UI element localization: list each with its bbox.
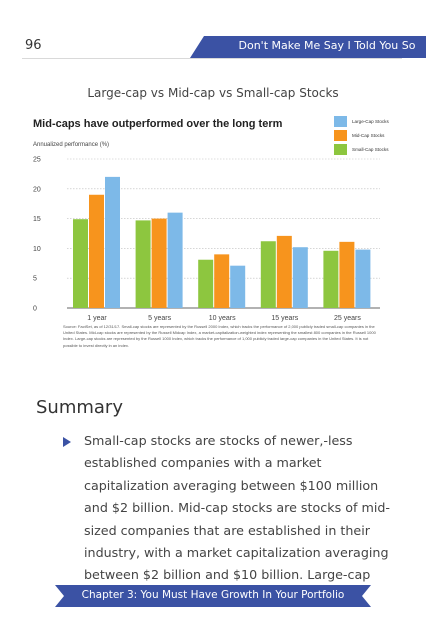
- chart-title: Mid-caps have outperformed over the long…: [33, 118, 283, 130]
- chart-y-axis-label: Annualized performance (%): [33, 142, 110, 148]
- book-title: Don't Make Me Say I Told You So: [238, 39, 416, 52]
- footer-right-notch: [362, 585, 371, 607]
- bar: [276, 235, 292, 308]
- chart-source-note: Source: FactSet, as of 12/31/17. Small-c…: [63, 324, 376, 348]
- bar: [260, 241, 276, 308]
- bar: [355, 249, 371, 308]
- bar: [151, 218, 167, 308]
- legend-swatch: [334, 116, 347, 127]
- summary-heading: Summary: [36, 397, 123, 418]
- bar: [73, 219, 88, 308]
- footer-chapter-title: Chapter 3: You Must Have Growth In Your …: [81, 589, 345, 601]
- legend-label: Small-Cap Stocks: [352, 147, 389, 152]
- footer-left-notch: [55, 585, 64, 607]
- y-tick-label: 0: [33, 306, 37, 313]
- bar: [135, 220, 151, 308]
- y-tick-label: 5: [33, 276, 37, 283]
- legend-swatch: [334, 144, 347, 155]
- x-tick-label: 25 years: [334, 315, 361, 322]
- x-tick-label: 10 years: [209, 315, 236, 322]
- x-tick-label: 5 years: [148, 315, 171, 322]
- bar: [230, 265, 246, 308]
- bar: [323, 250, 339, 308]
- y-tick-label: 10: [33, 246, 41, 253]
- bar: [214, 254, 230, 308]
- bar: [105, 176, 120, 308]
- legend-label: Mid-Cap Stocks: [352, 133, 385, 138]
- bar: [292, 247, 308, 308]
- legend-swatch: [334, 130, 347, 141]
- y-tick-label: 25: [33, 157, 41, 164]
- x-tick-label: 15 years: [271, 315, 298, 322]
- legend-label: Large-Cap Stocks: [352, 119, 389, 124]
- bar: [198, 259, 214, 308]
- y-tick-label: 20: [33, 186, 41, 193]
- footer-band: [55, 585, 371, 607]
- header-divider: [22, 58, 402, 59]
- y-tick-label: 15: [33, 216, 41, 223]
- page-number: 96: [25, 38, 42, 53]
- x-tick-label: 1 year: [87, 315, 107, 322]
- figure-caption: Large-cap vs Mid-cap vs Small-cap Stocks: [87, 86, 339, 100]
- header-band: [190, 36, 426, 58]
- bullet-arrow-icon: [63, 437, 71, 447]
- bar: [339, 241, 355, 308]
- bar-chart: 0 5 10 15 20 25 1 year 5 years 10 years 15 years 2…: [33, 116, 389, 322]
- bar: [89, 194, 104, 308]
- bar: [167, 212, 183, 308]
- summary-body: Small-cap stocks are stocks of newer,-le…: [84, 433, 390, 605]
